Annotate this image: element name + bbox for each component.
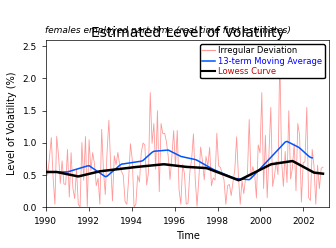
X-axis label: Time: Time — [175, 231, 200, 241]
Legend: Irregular Deviation, 13-term Moving Average, Lowess Curve: Irregular Deviation, 13-term Moving Aver… — [200, 44, 325, 78]
Text: females employed part-time (real time first estimates): females employed part-time (real time fi… — [45, 26, 291, 35]
Title: Estimated Level of Volatility: Estimated Level of Volatility — [91, 26, 284, 40]
Y-axis label: Level of Volatility (%): Level of Volatility (%) — [7, 72, 17, 175]
